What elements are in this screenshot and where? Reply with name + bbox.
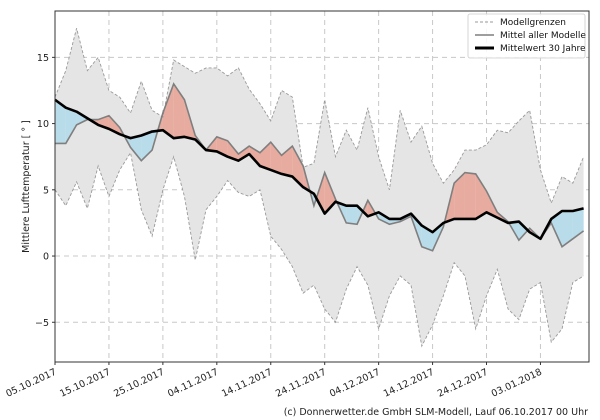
warmer-fill — [454, 172, 465, 219]
upper-bound-line — [54, 28, 585, 205]
legend-label: Modellgrenzen — [500, 18, 566, 28]
warmer-fill — [249, 146, 260, 166]
x-tick-label: 03.01.2018 — [490, 367, 544, 400]
colder-fill — [562, 211, 573, 247]
colder-fill — [551, 211, 563, 247]
colder-fill — [130, 135, 142, 161]
x-tick-label: 24.12.2017 — [436, 367, 490, 400]
legend: Modellgrenzen Mittel aller Modelle Mitte… — [467, 13, 586, 59]
y-tick-label: 0 — [43, 252, 49, 263]
warmer-fill — [464, 172, 476, 219]
x-tick-label: 14.12.2017 — [382, 367, 436, 400]
x-tick-label: 04.12.2017 — [328, 367, 382, 400]
legend-label: Mittel aller Modelle — [500, 31, 586, 41]
x-tick-label: 15.10.2017 — [58, 367, 112, 400]
warmer-fill — [238, 146, 250, 161]
x-tick-label: 24.11.2017 — [274, 367, 328, 400]
x-tick-label: 04.11.2017 — [166, 367, 220, 400]
series-lines — [54, 28, 585, 348]
model-mean-line — [55, 82, 585, 252]
colder-fill — [572, 208, 584, 239]
x-tick-label: 25.10.2017 — [112, 367, 166, 400]
x-axis: 05.10.2017 15.10.2017 25.10.2017 04.11.2017… — [4, 362, 544, 400]
y-axis: −5 0 5 10 15 — [35, 53, 55, 329]
colder-fill — [518, 221, 528, 241]
y-tick-label: 10 — [37, 119, 49, 130]
y-tick-label: −5 — [35, 318, 49, 329]
x-tick-label: 05.10.2017 — [4, 367, 58, 400]
warmer-fill — [316, 172, 325, 214]
warmer-fill — [475, 173, 487, 219]
y-tick-label: 15 — [37, 53, 49, 64]
y-axis-label: Mittlere Lufttemperatur [ ° ] — [21, 120, 32, 253]
legend-label: Mittelwert 30 Jahre — [500, 44, 586, 54]
legend-box — [467, 13, 586, 59]
plot-frame — [54, 10, 590, 363]
lower-bound-line — [54, 151, 584, 348]
warmer-fill — [173, 83, 185, 139]
colder-fill — [141, 131, 153, 161]
colder-fill — [346, 205, 358, 225]
colder-fill — [65, 107, 77, 144]
colder-fill — [76, 111, 88, 125]
warmer-fill — [162, 83, 174, 139]
warmer-fill — [270, 142, 282, 174]
warmer-fill — [227, 140, 239, 161]
warmer-fill — [292, 146, 304, 188]
y-tick-label: 5 — [43, 185, 49, 196]
footer-credit: (c) Donnerwetter.de GmbH SLM-Modell, Lau… — [283, 407, 588, 418]
warmer-fill — [259, 142, 271, 170]
x-tick-label: 14.11.2017 — [220, 367, 274, 400]
climate-mean-line — [54, 98, 584, 241]
colder-fill — [55, 99, 66, 144]
